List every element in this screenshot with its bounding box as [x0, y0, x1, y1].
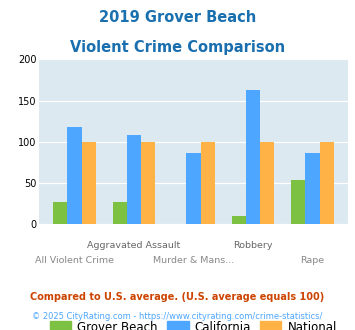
Bar — [201, 142, 215, 224]
Text: Aggravated Assault: Aggravated Assault — [87, 241, 181, 250]
Text: Violent Crime Comparison: Violent Crime Comparison — [70, 40, 285, 54]
Text: All Violent Crime: All Violent Crime — [35, 256, 114, 265]
Text: Robbery: Robbery — [233, 241, 273, 250]
Bar — [291, 180, 305, 224]
Legend: Grover Beach, California, National: Grover Beach, California, National — [45, 316, 342, 330]
Text: 2019 Grover Beach: 2019 Grover Beach — [99, 10, 256, 25]
Bar — [246, 90, 260, 224]
Bar — [186, 153, 201, 224]
Bar — [67, 127, 82, 224]
Text: Rape: Rape — [300, 256, 324, 265]
Bar — [231, 216, 246, 224]
Bar — [113, 202, 127, 224]
Text: Compared to U.S. average. (U.S. average equals 100): Compared to U.S. average. (U.S. average … — [31, 292, 324, 302]
Bar — [82, 142, 96, 224]
Bar — [127, 135, 141, 224]
Bar — [305, 152, 320, 224]
Bar — [141, 142, 155, 224]
Bar — [260, 142, 274, 224]
Text: Murder & Mans...: Murder & Mans... — [153, 256, 234, 265]
Bar — [320, 142, 334, 224]
Bar — [53, 202, 67, 224]
Text: © 2025 CityRating.com - https://www.cityrating.com/crime-statistics/: © 2025 CityRating.com - https://www.city… — [32, 312, 323, 321]
